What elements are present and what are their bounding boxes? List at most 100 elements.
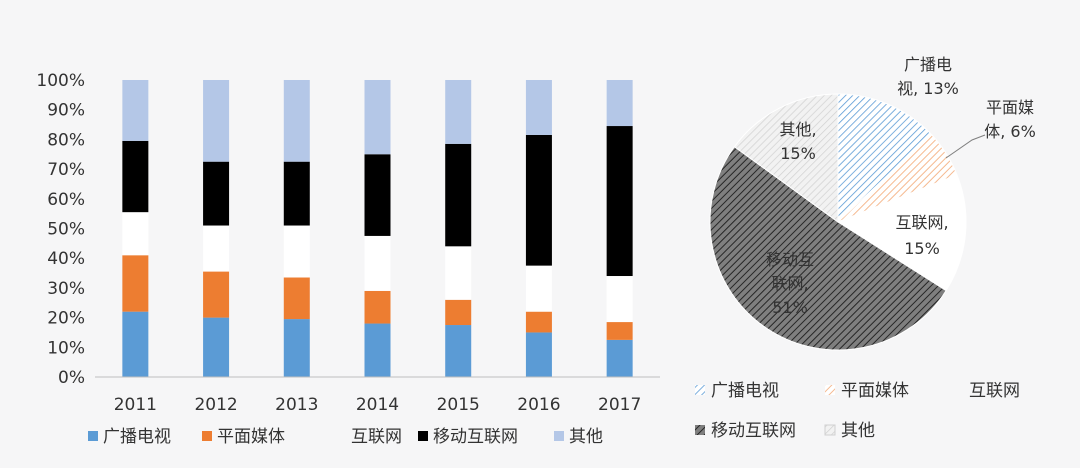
bar-segment-print <box>364 290 391 324</box>
legend-item-mobile: 移动互联网 <box>418 427 518 447</box>
legend-swatch <box>418 431 428 441</box>
legend-swatch <box>88 431 98 441</box>
bar-segment-print <box>283 277 310 320</box>
bar-segment-other <box>203 80 230 162</box>
pie-label-print: 平面媒体, 6% <box>984 98 1036 141</box>
x-tick-label: 2017 <box>598 395 641 415</box>
pie-label-line: 体, 6% <box>984 122 1036 141</box>
pie-slice-internet <box>836 174 967 292</box>
pie-label-line: 51% <box>772 298 808 317</box>
y-tick-label: 80% <box>47 130 85 150</box>
pie-label-line: 广播电 <box>904 55 952 74</box>
pie-label-line: 其他, <box>779 120 816 139</box>
bar-segment-tv <box>203 317 230 377</box>
x-tick-label: 2012 <box>194 395 237 415</box>
bar-segment-internet <box>606 276 633 323</box>
pie-label-line: 联网, <box>771 274 808 293</box>
pie-label-mobile: 移动互联网, 51% <box>766 250 814 317</box>
bar-segment-mobile <box>364 154 391 236</box>
pie-label-other: 其他, 15% <box>779 120 816 163</box>
legend-swatch <box>202 431 212 441</box>
x-tick-label: 2015 <box>437 395 480 415</box>
y-tick-label: 40% <box>47 249 85 269</box>
bar-segment-tv <box>364 323 391 377</box>
pie-slice-other <box>733 93 839 223</box>
legend-swatch <box>824 424 836 436</box>
pie-label-tv: 广播电视, 13% <box>897 55 959 98</box>
bar-segment-other <box>525 80 552 135</box>
pie-legend-item-internet: 互联网 <box>969 381 1020 401</box>
bar-segment-other <box>606 80 633 127</box>
legend-label: 其他 <box>569 427 603 447</box>
bar-segment-tv <box>525 332 552 377</box>
legend-label: 其他 <box>841 421 875 441</box>
y-tick-label: 70% <box>47 160 85 180</box>
bar-segment-internet <box>445 246 472 300</box>
legend-label: 广播电视 <box>711 381 779 401</box>
bar-segment-mobile <box>445 143 472 247</box>
bar-segment-other <box>364 80 391 155</box>
y-tick-label: 20% <box>47 309 85 329</box>
bar-segment-internet <box>525 265 552 312</box>
pie-label-line: 互联网, <box>895 213 948 232</box>
bar-segment-internet <box>364 235 391 291</box>
bar-segment-mobile <box>122 140 149 213</box>
legend-item-other: 其他 <box>554 427 603 447</box>
bar-segment-other <box>122 80 149 141</box>
legend-swatch <box>554 431 564 441</box>
bar-segment-internet <box>122 212 149 256</box>
y-tick-label: 90% <box>47 101 85 121</box>
legend-item-internet: 互联网 <box>351 427 402 447</box>
bar-segment-tv <box>122 311 149 377</box>
legend-label: 平面媒体 <box>217 427 285 447</box>
x-tick-label: 2016 <box>517 395 560 415</box>
pie-label-line: 15% <box>904 239 940 258</box>
legend-label: 平面媒体 <box>841 381 909 401</box>
pie-legend-item-tv: 广播电视 <box>695 381 779 401</box>
pie-label-line: 15% <box>780 144 816 163</box>
bar-segment-tv <box>606 339 633 377</box>
bar-segment-other <box>283 80 310 162</box>
bar-segment-print <box>525 311 552 333</box>
pie-label-line: 平面媒 <box>986 98 1034 117</box>
bar-segment-print <box>122 255 149 312</box>
legend-label: 广播电视 <box>103 427 171 447</box>
pie-chart: 广播电视, 13% 平面媒体, 6% 互联网, 15% 移动互联网, 51% 其他, 15% <box>709 55 1036 351</box>
bar-segment-print <box>445 299 472 326</box>
pie-legend-item-other: 其他 <box>824 421 875 441</box>
stacked-bar-chart: 0% 10% 20% 30% 40% 50% 60% 70% 80% 90% 100% 2011 201… <box>36 71 660 415</box>
bar-segment-mobile <box>283 161 310 226</box>
legend-swatch <box>825 385 835 395</box>
legend-item-print: 平面媒体 <box>202 427 285 447</box>
y-tick-label: 50% <box>47 220 85 240</box>
pie-slice-mobile <box>709 146 947 351</box>
pie-leader-line <box>945 134 986 159</box>
legend-label: 移动互联网 <box>433 427 518 447</box>
legend-label: 互联网 <box>351 427 402 447</box>
bar-segment-mobile <box>203 161 230 226</box>
bar-segment-tv <box>445 325 472 377</box>
y-tick-label: 10% <box>47 338 85 358</box>
pie-label-internet: 互联网, 15% <box>895 213 948 258</box>
y-tick-label: 60% <box>47 190 85 210</box>
legend-swatch <box>695 425 705 435</box>
bar-chart-legend: 广播电视 平面媒体 互联网 移动互联网 其他 <box>88 427 603 447</box>
bar-segment-tv <box>283 319 310 377</box>
pie-slice-tv <box>837 93 933 224</box>
pie-label-line: 视, 13% <box>897 79 959 98</box>
y-tick-label: 100% <box>36 71 85 91</box>
bar-segment-internet <box>203 225 230 272</box>
legend-swatch <box>695 385 705 395</box>
bar-segment-print <box>606 322 633 340</box>
bar-segment-mobile <box>525 134 552 266</box>
y-tick-label: 30% <box>47 279 85 299</box>
x-tick-label: 2013 <box>275 395 318 415</box>
legend-label: 互联网 <box>969 381 1020 401</box>
y-tick-label: 0% <box>58 368 85 388</box>
bar-segment-internet <box>283 225 310 278</box>
pie-legend-item-mobile: 移动互联网 <box>695 421 796 441</box>
x-tick-label: 2014 <box>356 395 399 415</box>
